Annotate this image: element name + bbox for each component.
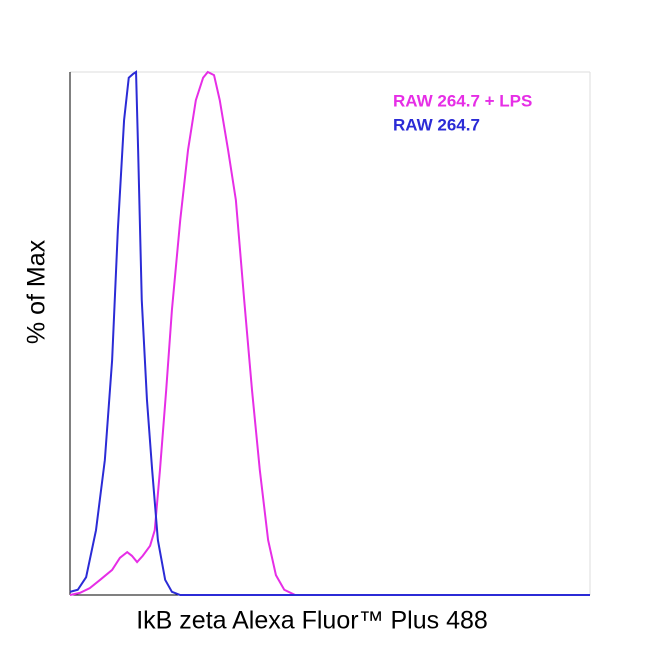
x-axis-label: IkB zeta Alexa Fluor™ Plus 488 — [136, 607, 488, 635]
y-axis-label: % of Max — [23, 239, 51, 344]
series-line — [69, 70, 590, 596]
series-line — [69, 70, 590, 596]
legend-entry: RAW 264.7 + LPS — [393, 91, 532, 110]
legend-entry: RAW 264.7 — [393, 115, 480, 134]
